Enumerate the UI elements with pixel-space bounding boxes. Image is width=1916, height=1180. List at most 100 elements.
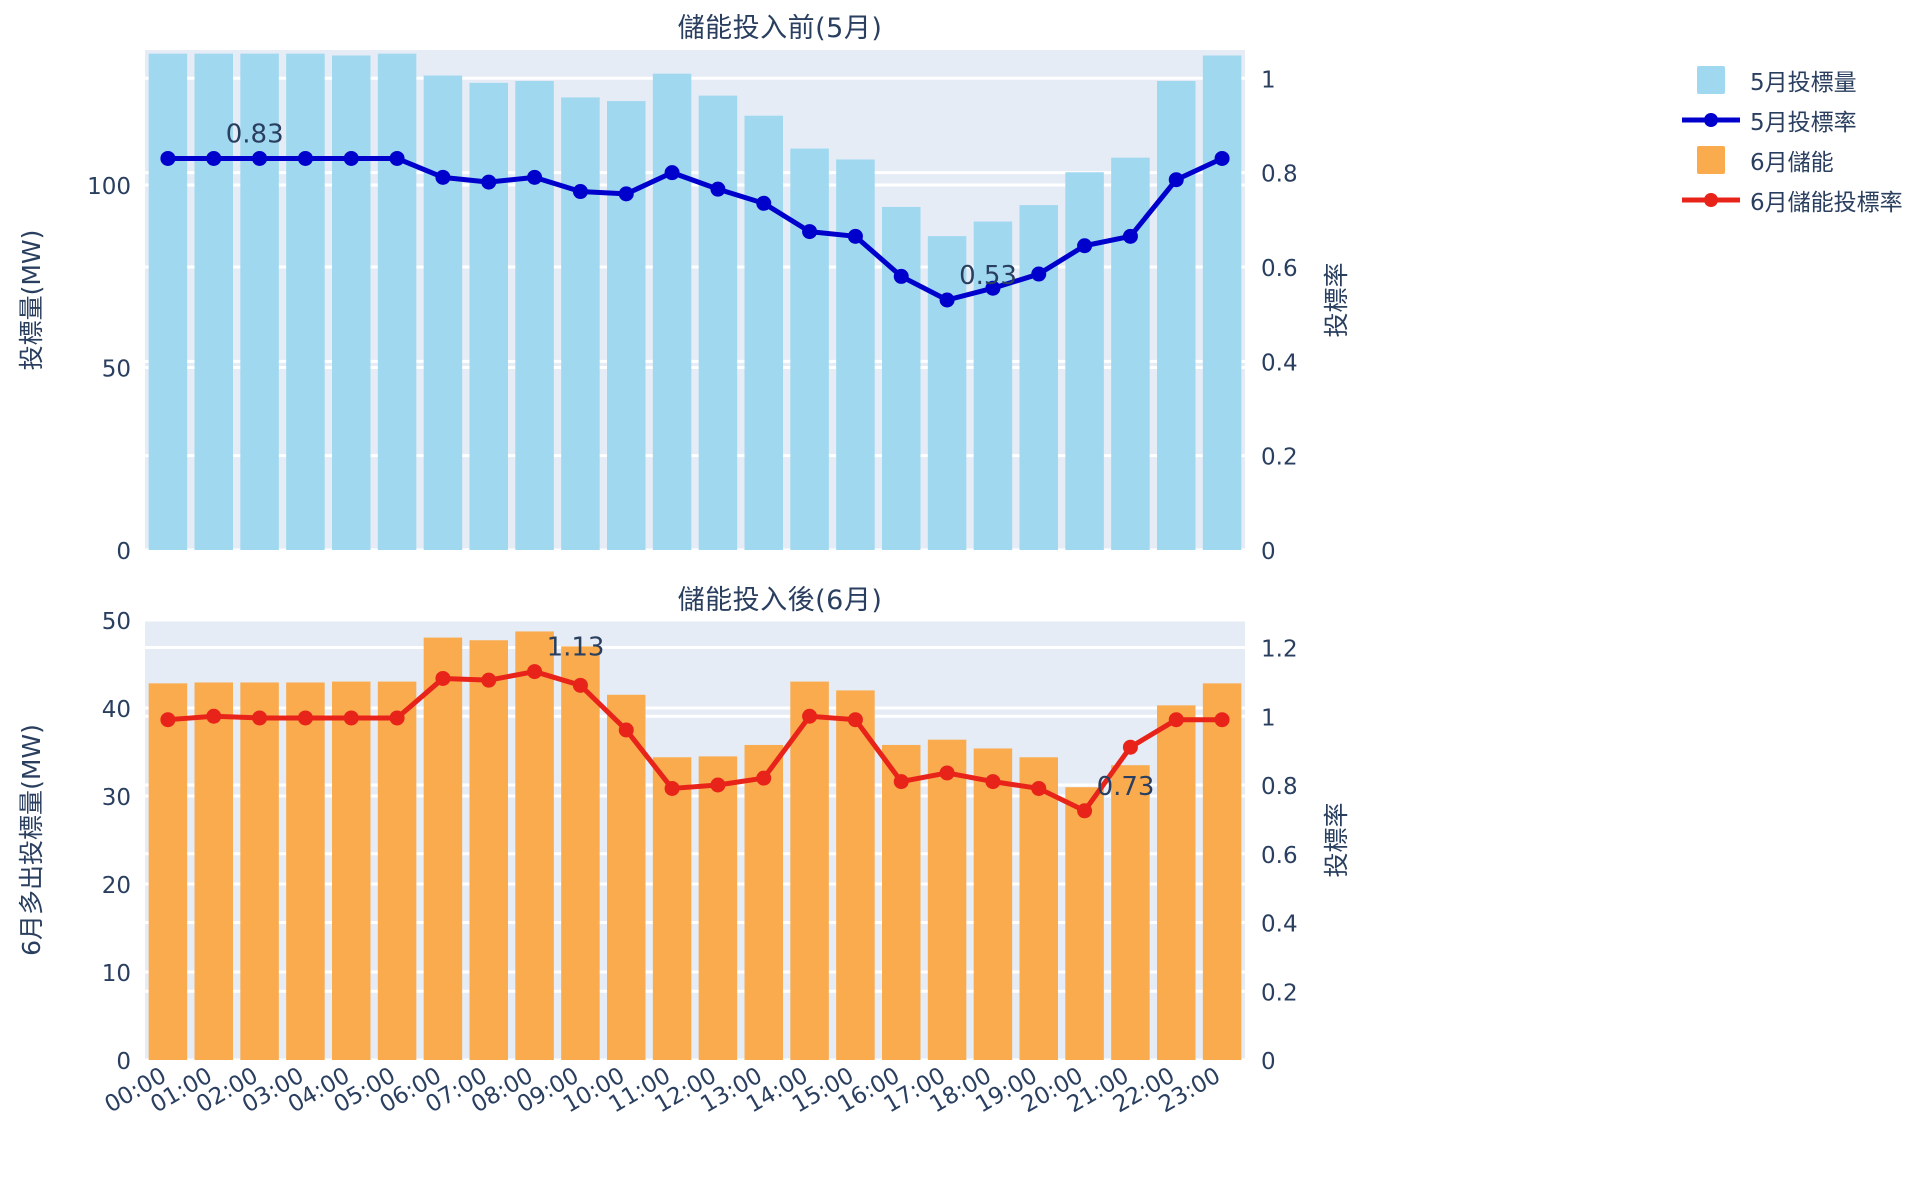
rate-marker[interactable] — [527, 169, 543, 185]
rate-marker[interactable] — [1214, 712, 1230, 728]
rate-marker[interactable] — [435, 169, 451, 185]
bar[interactable] — [469, 82, 509, 550]
rate-marker[interactable] — [1122, 739, 1138, 755]
rate-marker[interactable] — [1077, 238, 1093, 254]
bar[interactable] — [744, 115, 784, 551]
bar[interactable] — [1019, 757, 1059, 1060]
bar[interactable] — [240, 682, 279, 1060]
bar[interactable] — [927, 236, 967, 550]
bar[interactable] — [1019, 205, 1059, 550]
rate-marker[interactable] — [297, 150, 313, 166]
rate-marker[interactable] — [939, 765, 955, 781]
rate-marker[interactable] — [756, 195, 772, 211]
rate-marker[interactable] — [206, 708, 222, 724]
rate-marker[interactable] — [710, 777, 726, 793]
bar[interactable] — [515, 631, 554, 1060]
rate-marker[interactable] — [1077, 803, 1093, 819]
bar[interactable] — [240, 53, 279, 551]
bar[interactable] — [423, 75, 463, 551]
rate-marker[interactable] — [160, 712, 176, 728]
bar[interactable] — [882, 744, 921, 1060]
bar[interactable] — [332, 55, 371, 550]
bar[interactable] — [469, 640, 509, 1060]
rate-line[interactable] — [165, 155, 1225, 303]
bar[interactable] — [836, 690, 875, 1060]
bar[interactable] — [1157, 81, 1196, 550]
rate-line[interactable] — [165, 669, 1225, 814]
rate-marker[interactable] — [343, 150, 359, 166]
bar[interactable] — [790, 148, 829, 550]
rate-marker[interactable] — [252, 710, 268, 726]
bar[interactable] — [148, 683, 188, 1060]
bar[interactable] — [1065, 172, 1104, 551]
rate-marker[interactable] — [985, 280, 1001, 296]
legend-item-2[interactable]: 6月儲能 — [1680, 140, 1910, 180]
rate-marker[interactable] — [802, 708, 818, 724]
rate-marker[interactable] — [527, 664, 543, 680]
bar[interactable] — [882, 206, 921, 550]
bar[interactable] — [790, 681, 829, 1060]
rate-marker[interactable] — [847, 712, 863, 728]
rate-marker[interactable] — [1122, 228, 1138, 244]
bar[interactable] — [286, 53, 325, 551]
rate-marker[interactable] — [618, 722, 634, 738]
rate-marker[interactable] — [1031, 780, 1047, 796]
bar[interactable] — [836, 159, 875, 550]
legend-item-1[interactable]: 5月投標率 — [1680, 100, 1910, 140]
bar[interactable] — [973, 221, 1013, 551]
rate-marker[interactable] — [1168, 172, 1184, 188]
rate-marker[interactable] — [1214, 150, 1230, 166]
rate-marker[interactable] — [1031, 266, 1047, 282]
bar[interactable] — [698, 95, 738, 551]
rate-marker[interactable] — [802, 224, 818, 240]
rate-marker[interactable] — [481, 672, 497, 688]
rate-marker[interactable] — [572, 184, 588, 200]
rate-marker[interactable] — [389, 710, 405, 726]
bar[interactable] — [927, 739, 967, 1060]
rate-marker[interactable] — [893, 268, 909, 284]
rate-marker[interactable] — [389, 150, 405, 166]
bar[interactable] — [1202, 683, 1242, 1060]
bar[interactable] — [1157, 705, 1196, 1060]
rate-marker[interactable] — [435, 670, 451, 686]
rate-marker[interactable] — [664, 165, 680, 181]
bar[interactable] — [744, 744, 784, 1060]
rate-marker[interactable] — [756, 770, 772, 786]
bar[interactable] — [561, 646, 600, 1060]
rate-marker[interactable] — [252, 150, 268, 166]
bar[interactable] — [1111, 765, 1150, 1060]
rate-marker[interactable] — [206, 150, 222, 166]
bar[interactable] — [515, 81, 554, 550]
bar[interactable] — [148, 53, 188, 551]
rate-marker[interactable] — [710, 181, 726, 197]
rate-marker[interactable] — [481, 174, 497, 190]
bar[interactable] — [423, 637, 463, 1060]
bar[interactable] — [1065, 787, 1104, 1060]
rate-marker[interactable] — [572, 677, 588, 693]
rate-marker[interactable] — [939, 292, 955, 308]
rate-marker[interactable] — [297, 710, 313, 726]
rate-marker[interactable] — [618, 186, 634, 202]
rate-marker[interactable] — [664, 780, 680, 796]
legend-item-3[interactable]: 6月儲能投標率 — [1680, 180, 1910, 220]
bar[interactable] — [194, 53, 234, 551]
legend-item-0[interactable]: 5月投標量 — [1680, 60, 1910, 100]
bar[interactable] — [652, 73, 692, 550]
bar[interactable] — [652, 757, 692, 1060]
bar[interactable] — [286, 682, 325, 1060]
bar[interactable] — [607, 101, 646, 550]
rate-marker[interactable] — [847, 228, 863, 244]
bar[interactable] — [698, 756, 738, 1060]
bar[interactable] — [973, 748, 1013, 1060]
rate-marker[interactable] — [985, 774, 1001, 790]
rate-marker[interactable] — [1168, 712, 1184, 728]
bar[interactable] — [1202, 55, 1242, 550]
rate-marker[interactable] — [893, 774, 909, 790]
bar[interactable] — [561, 97, 600, 550]
rate-marker[interactable] — [160, 150, 176, 166]
bar[interactable] — [377, 53, 417, 551]
bar[interactable] — [194, 682, 234, 1060]
bar[interactable] — [377, 681, 417, 1060]
rate-marker[interactable] — [343, 710, 359, 726]
bar[interactable] — [332, 681, 371, 1060]
